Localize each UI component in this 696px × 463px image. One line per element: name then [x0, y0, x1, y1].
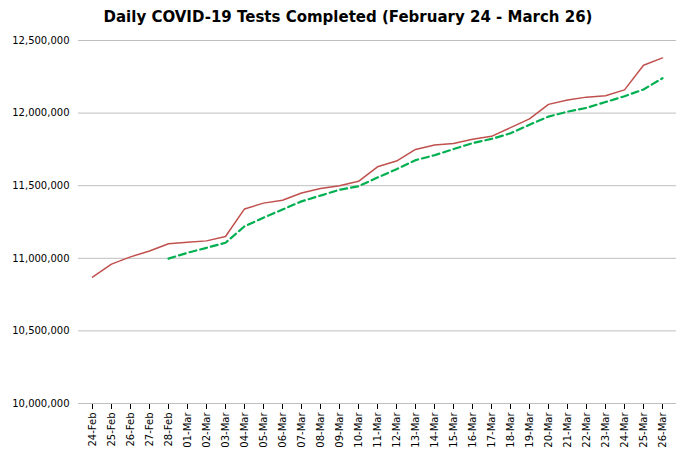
svg-text:12-Mar: 12-Mar: [391, 412, 402, 448]
svg-text:17-Mar: 17-Mar: [486, 412, 497, 448]
svg-text:05-Mar: 05-Mar: [258, 412, 269, 448]
svg-text:07-Mar: 07-Mar: [296, 412, 307, 448]
svg-text:11,500,000: 11,500,000: [12, 180, 69, 191]
svg-text:12,000,000: 12,000,000: [12, 107, 69, 118]
svg-text:11-Mar: 11-Mar: [372, 412, 383, 448]
svg-text:09-Mar: 09-Mar: [334, 412, 345, 448]
svg-text:10,500,000: 10,500,000: [12, 325, 69, 336]
svg-text:10,000,000: 10,000,000: [12, 398, 69, 409]
svg-text:03-Mar: 03-Mar: [220, 412, 231, 448]
svg-text:22-Mar: 22-Mar: [581, 412, 592, 448]
svg-text:15-Mar: 15-Mar: [448, 412, 459, 448]
svg-text:25-Feb: 25-Feb: [106, 413, 117, 447]
svg-text:16-Mar: 16-Mar: [467, 412, 478, 448]
html-text:Daily COVID-19 Tests Completed: Daily COVID-19 Tests Completed (February…: [103, 8, 593, 26]
svg-text:08-Mar: 08-Mar: [315, 412, 326, 448]
svg-text:06-Mar: 06-Mar: [277, 412, 288, 448]
svg-text:24-Mar: 24-Mar: [619, 412, 630, 448]
svg-text:18-Mar: 18-Mar: [505, 412, 516, 448]
svg-text:01-Mar: 01-Mar: [182, 412, 193, 448]
svg-text:20-Mar: 20-Mar: [543, 412, 554, 448]
svg-text:26-Mar: 26-Mar: [657, 412, 668, 448]
svg-text:24-Feb: 24-Feb: [87, 413, 98, 447]
svg-text:11,000,000: 11,000,000: [12, 253, 69, 264]
svg-text:14-Mar: 14-Mar: [429, 412, 440, 448]
svg-text:27-Feb: 27-Feb: [144, 413, 155, 447]
svg-text:26-Feb: 26-Feb: [125, 413, 136, 447]
svg-text:10-Mar: 10-Mar: [353, 412, 364, 448]
svg-text:04-Mar: 04-Mar: [239, 412, 250, 448]
svg-text:19-Mar: 19-Mar: [524, 412, 535, 448]
svg-text:28-Feb: 28-Feb: [163, 413, 174, 447]
svg-text:02-Mar: 02-Mar: [201, 412, 212, 448]
svg-text:21-Mar: 21-Mar: [562, 412, 573, 448]
svg-text:25-Mar: 25-Mar: [638, 412, 649, 448]
svg-text:23-Mar: 23-Mar: [600, 412, 611, 448]
svg-text:12,500,000: 12,500,000: [12, 35, 69, 46]
svg-text:13-Mar: 13-Mar: [410, 412, 421, 448]
